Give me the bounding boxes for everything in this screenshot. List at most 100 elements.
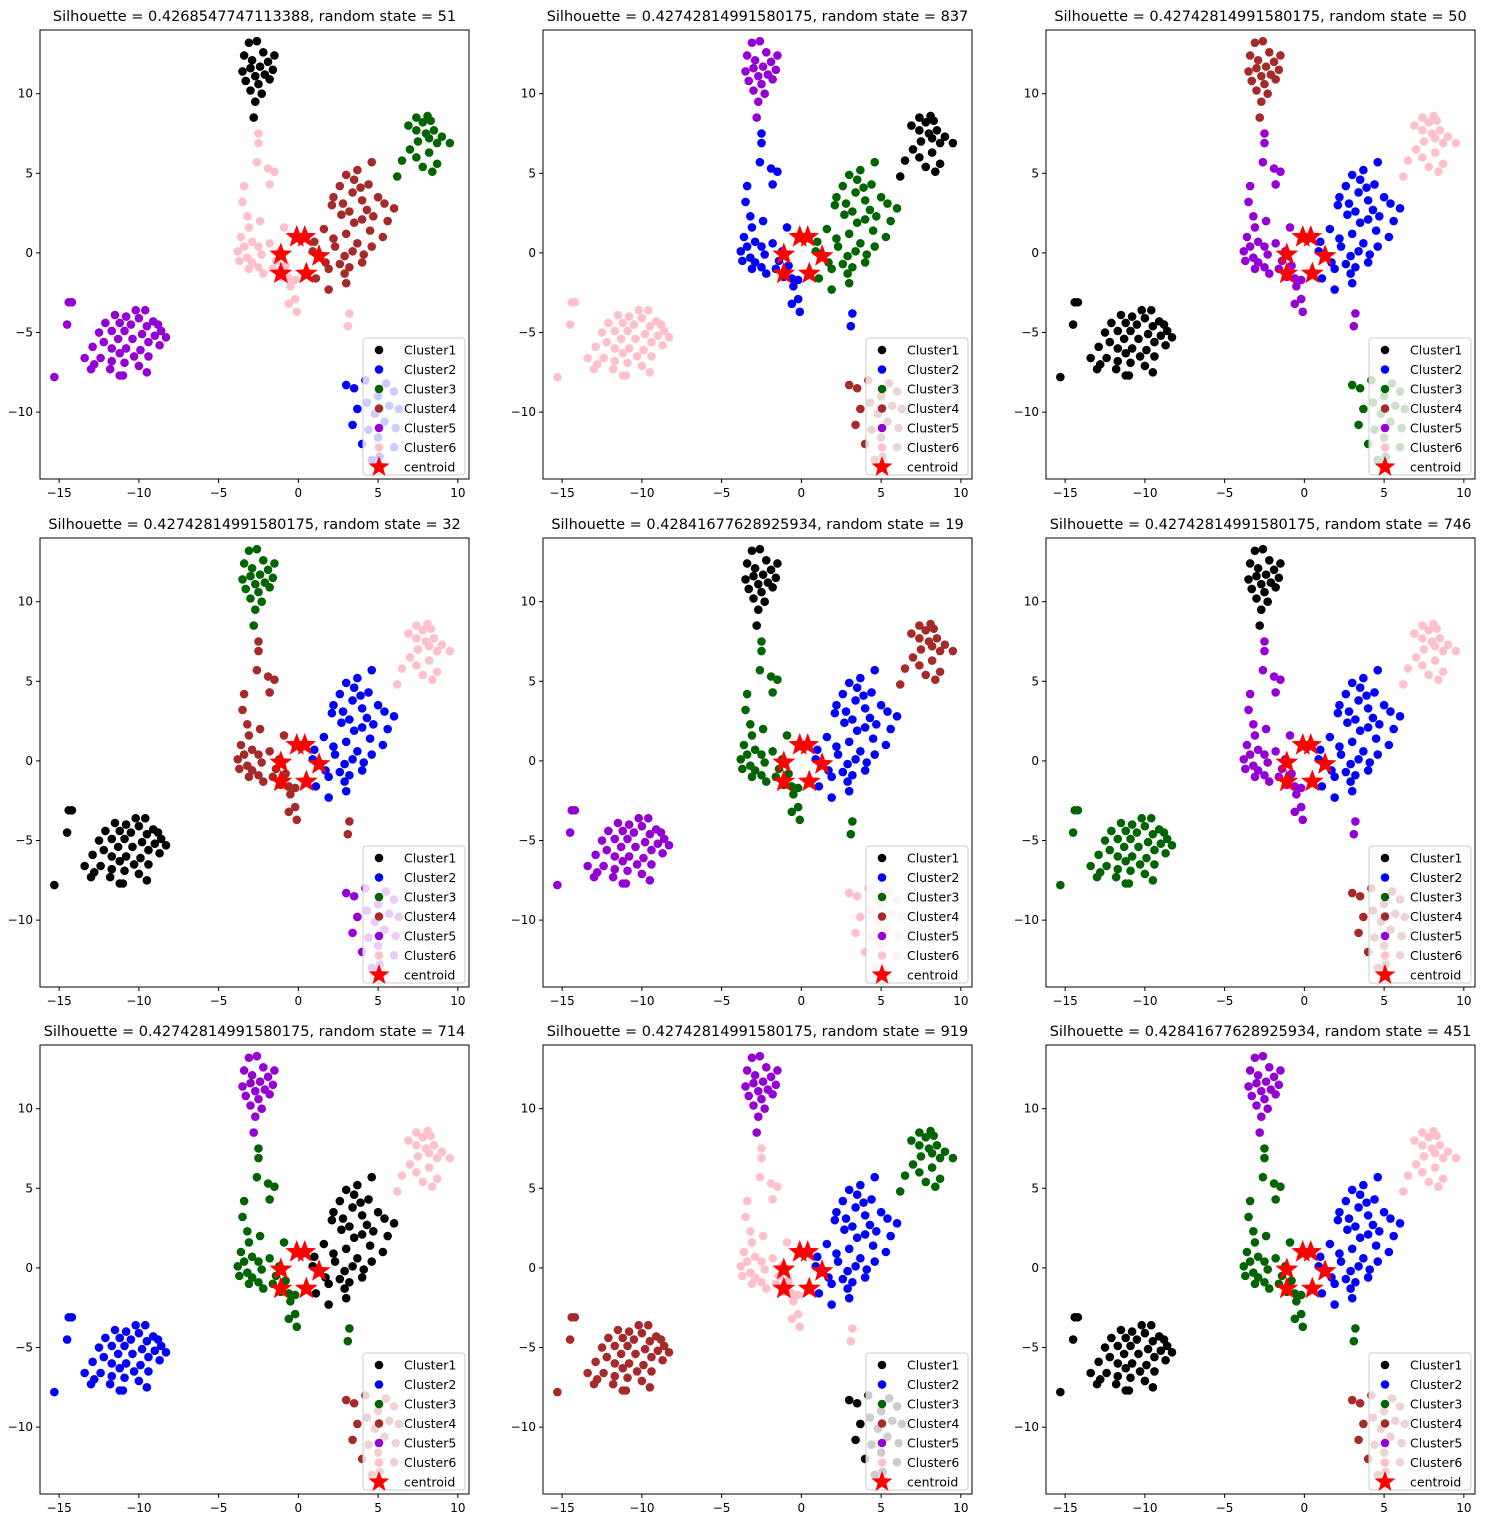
point-cluster5 [107, 326, 117, 336]
point-cluster3 [238, 1212, 247, 1222]
point-cluster4 [353, 1419, 362, 1429]
point-cluster4 [1269, 57, 1279, 67]
point-cluster3 [832, 234, 841, 243]
point-cluster6 [1434, 675, 1443, 685]
point-cluster2 [1365, 1265, 1375, 1274]
y-tick-label: 10 [1024, 1102, 1039, 1116]
point-cluster3 [915, 1128, 924, 1137]
legend-marker-cluster3 [374, 892, 384, 902]
point-cluster2 [738, 256, 747, 266]
point-cluster6 [793, 1290, 803, 1300]
point-cluster5 [1260, 770, 1269, 780]
point-cluster4 [908, 653, 918, 662]
point-cluster4 [597, 1343, 607, 1352]
point-cluster2 [1355, 726, 1365, 735]
point-cluster6 [616, 334, 626, 344]
point-cluster3 [243, 1226, 252, 1236]
point-cluster2 [1363, 1273, 1373, 1282]
point-cluster3 [254, 1277, 263, 1287]
point-cluster5 [150, 331, 160, 341]
x-tick-label: −10 [629, 486, 654, 500]
point-cluster6 [766, 1179, 776, 1188]
point-cluster5 [251, 1112, 260, 1121]
point-cluster5 [258, 1062, 268, 1072]
point-cluster6 [265, 180, 274, 189]
point-cluster3 [1242, 1247, 1252, 1257]
point-cluster6 [233, 247, 243, 256]
point-cluster5 [1253, 745, 1263, 755]
legend-marker-centroid [368, 964, 390, 984]
point-cluster5 [268, 1080, 278, 1090]
chart-title: Silhouette = 0.42841677628925934, random… [1050, 1024, 1472, 1040]
point-cluster2 [88, 1357, 97, 1367]
point-cluster5 [1245, 242, 1255, 251]
point-cluster5 [741, 1082, 750, 1091]
point-cluster5 [263, 1072, 273, 1082]
point-cluster6 [1403, 1171, 1413, 1180]
point-cluster5 [589, 872, 599, 882]
legend-label: Cluster3 [907, 1397, 959, 1412]
point-cluster1 [349, 1190, 359, 1199]
point-cluster6 [252, 157, 262, 167]
centroid-star [772, 261, 796, 284]
point-cluster2 [876, 700, 886, 710]
point-cluster6 [343, 321, 353, 331]
point-cluster4 [238, 705, 247, 715]
point-cluster5 [747, 1053, 757, 1063]
point-cluster1 [1260, 587, 1269, 597]
point-cluster5 [749, 86, 758, 95]
legend-marker-cluster5 [374, 423, 384, 433]
point-cluster6 [244, 264, 254, 274]
point-cluster1 [1276, 559, 1285, 568]
point-cluster3 [238, 575, 247, 584]
point-cluster3 [862, 250, 872, 259]
legend-box [865, 337, 969, 476]
point-cluster2 [768, 180, 777, 189]
point-cluster1 [761, 555, 771, 565]
point-cluster5 [120, 326, 129, 336]
point-cluster2 [341, 380, 351, 390]
point-cluster2 [1359, 1254, 1368, 1263]
point-cluster3 [254, 1153, 263, 1163]
point-cluster3 [1276, 1182, 1285, 1192]
point-cluster2 [1354, 1262, 1363, 1271]
point-cluster2 [118, 1386, 128, 1395]
legend-marker-centroid [368, 456, 390, 476]
point-cluster1 [1140, 1328, 1150, 1338]
y-tick-label: −5 [518, 834, 536, 848]
point-cluster3 [852, 218, 862, 227]
point-cluster3 [1260, 1257, 1269, 1266]
point-cluster4 [1359, 1419, 1368, 1429]
point-cluster5 [1260, 646, 1269, 656]
point-cluster4 [632, 1367, 642, 1376]
point-cluster4 [653, 1346, 663, 1355]
point-cluster6 [784, 1276, 793, 1285]
point-cluster2 [1373, 1257, 1383, 1266]
point-cluster5 [255, 1077, 265, 1086]
point-cluster6 [1432, 624, 1442, 634]
point-cluster1 [766, 565, 776, 575]
point-cluster6 [747, 1279, 757, 1289]
x-tick-label: 5 [877, 994, 885, 1008]
x-tick-label: −10 [629, 994, 654, 1008]
point-cluster1 [771, 573, 781, 583]
legend-label: Cluster1 [404, 343, 456, 358]
point-cluster1 [1116, 1325, 1126, 1335]
point-cluster2 [1341, 689, 1351, 699]
point-cluster2 [365, 734, 375, 743]
legend-marker-cluster3 [374, 384, 384, 394]
point-cluster3 [747, 731, 757, 740]
point-cluster3 [747, 772, 757, 782]
point-cluster6 [618, 318, 628, 328]
legend-marker-cluster3 [877, 892, 887, 902]
point-cluster4 [631, 1349, 640, 1359]
point-cluster6 [624, 312, 634, 321]
point-cluster3 [239, 1257, 249, 1266]
point-cluster2 [327, 708, 337, 718]
point-cluster2 [1359, 239, 1368, 248]
point-cluster2 [340, 777, 349, 786]
point-cluster6 [1430, 148, 1440, 157]
point-cluster1 [1124, 371, 1134, 380]
point-cluster4 [618, 1363, 628, 1373]
point-cluster2 [105, 1379, 115, 1389]
